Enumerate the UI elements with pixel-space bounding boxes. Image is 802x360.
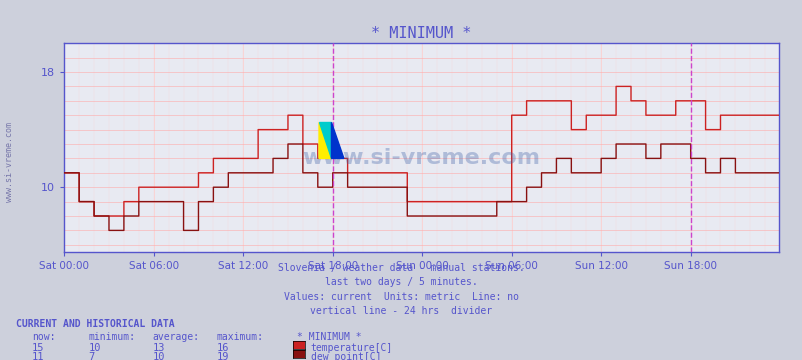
Text: dew point[C]: dew point[C]	[310, 352, 381, 360]
Polygon shape	[318, 122, 331, 158]
Text: 11: 11	[32, 352, 45, 360]
Text: minimum:: minimum:	[88, 332, 136, 342]
Text: maximum:: maximum:	[217, 332, 264, 342]
Text: CURRENT AND HISTORICAL DATA: CURRENT AND HISTORICAL DATA	[16, 319, 175, 329]
Text: Slovenia / weather data - manual stations.: Slovenia / weather data - manual station…	[277, 263, 525, 273]
Text: vertical line - 24 hrs  divider: vertical line - 24 hrs divider	[310, 306, 492, 316]
Text: * MINIMUM *: * MINIMUM *	[297, 332, 361, 342]
Text: 7: 7	[88, 352, 95, 360]
Text: 15: 15	[32, 343, 45, 353]
Text: last two days / 5 minutes.: last two days / 5 minutes.	[325, 277, 477, 287]
Polygon shape	[318, 122, 331, 158]
Text: now:: now:	[32, 332, 55, 342]
Text: Values: current  Units: metric  Line: no: Values: current Units: metric Line: no	[284, 292, 518, 302]
Text: www.si-vreme.com: www.si-vreme.com	[302, 148, 540, 168]
Text: 10: 10	[88, 343, 101, 353]
Text: 13: 13	[152, 343, 165, 353]
Text: 16: 16	[217, 343, 229, 353]
Text: temperature[C]: temperature[C]	[310, 343, 392, 353]
Text: 10: 10	[152, 352, 165, 360]
Text: 19: 19	[217, 352, 229, 360]
Title: * MINIMUM *: * MINIMUM *	[371, 26, 472, 41]
Polygon shape	[331, 122, 343, 158]
Text: www.si-vreme.com: www.si-vreme.com	[5, 122, 14, 202]
Text: average:: average:	[152, 332, 200, 342]
